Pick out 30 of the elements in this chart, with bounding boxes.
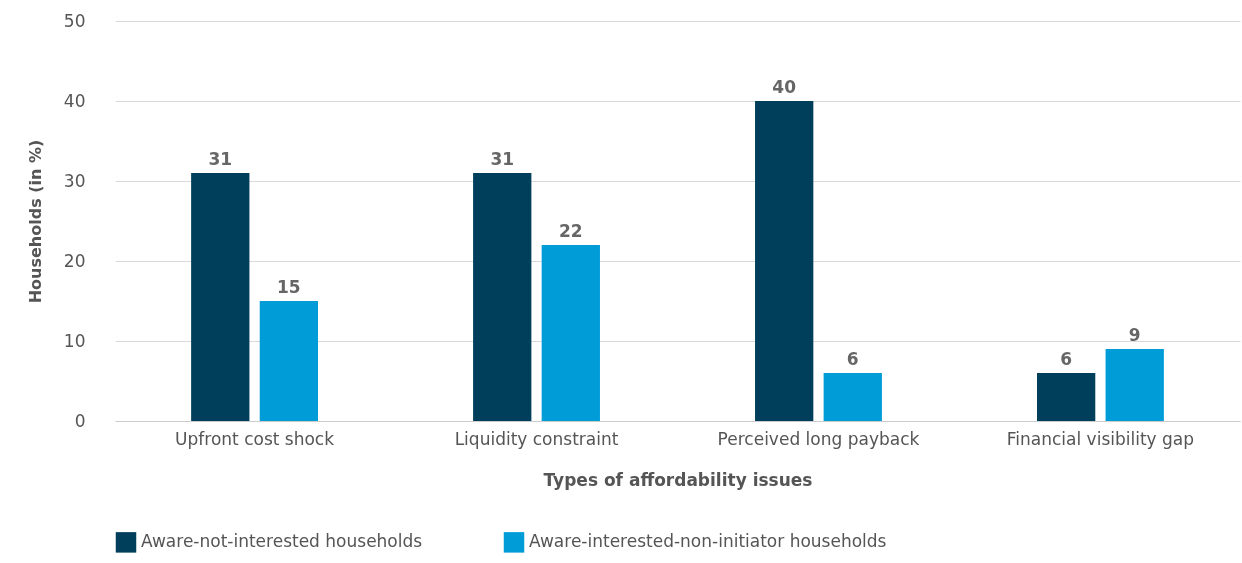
data-label: 22 bbox=[558, 221, 583, 241]
y-axis-title: Households (in %) bbox=[25, 139, 45, 304]
bar bbox=[259, 301, 319, 421]
y-tick-label: 20 bbox=[63, 250, 86, 271]
x-tick-label: Financial visibility gap bbox=[1006, 428, 1195, 449]
bar bbox=[473, 173, 532, 421]
bar bbox=[755, 101, 814, 421]
y-tick-label: 50 bbox=[63, 10, 86, 31]
bar bbox=[823, 373, 882, 421]
y-tick-label: 30 bbox=[63, 170, 86, 191]
data-label: 31 bbox=[208, 149, 233, 169]
bar bbox=[191, 173, 250, 421]
data-label: 15 bbox=[277, 277, 301, 297]
x-axis-title: Types of affordability issues bbox=[543, 469, 813, 490]
y-tick-label: 10 bbox=[63, 330, 86, 351]
x-tick-label: Perceived long payback bbox=[717, 428, 920, 449]
bar bbox=[1105, 349, 1164, 421]
legend-label: Aware-interested-non-initiator households bbox=[529, 531, 887, 552]
bar bbox=[541, 245, 600, 421]
data-label: 31 bbox=[490, 149, 515, 169]
x-tick-label: Upfront cost shock bbox=[175, 428, 335, 449]
data-label: 9 bbox=[1128, 325, 1141, 345]
x-tick-label: Liquidity constraint bbox=[454, 428, 619, 449]
data-label: 6 bbox=[1060, 349, 1073, 369]
legend-label: Aware-not-interested households bbox=[141, 531, 423, 552]
data-label: 6 bbox=[846, 349, 859, 369]
bar bbox=[1036, 373, 1096, 421]
y-tick-label: 0 bbox=[74, 410, 86, 431]
data-label: 40 bbox=[772, 77, 797, 97]
y-tick-label: 40 bbox=[63, 90, 86, 111]
